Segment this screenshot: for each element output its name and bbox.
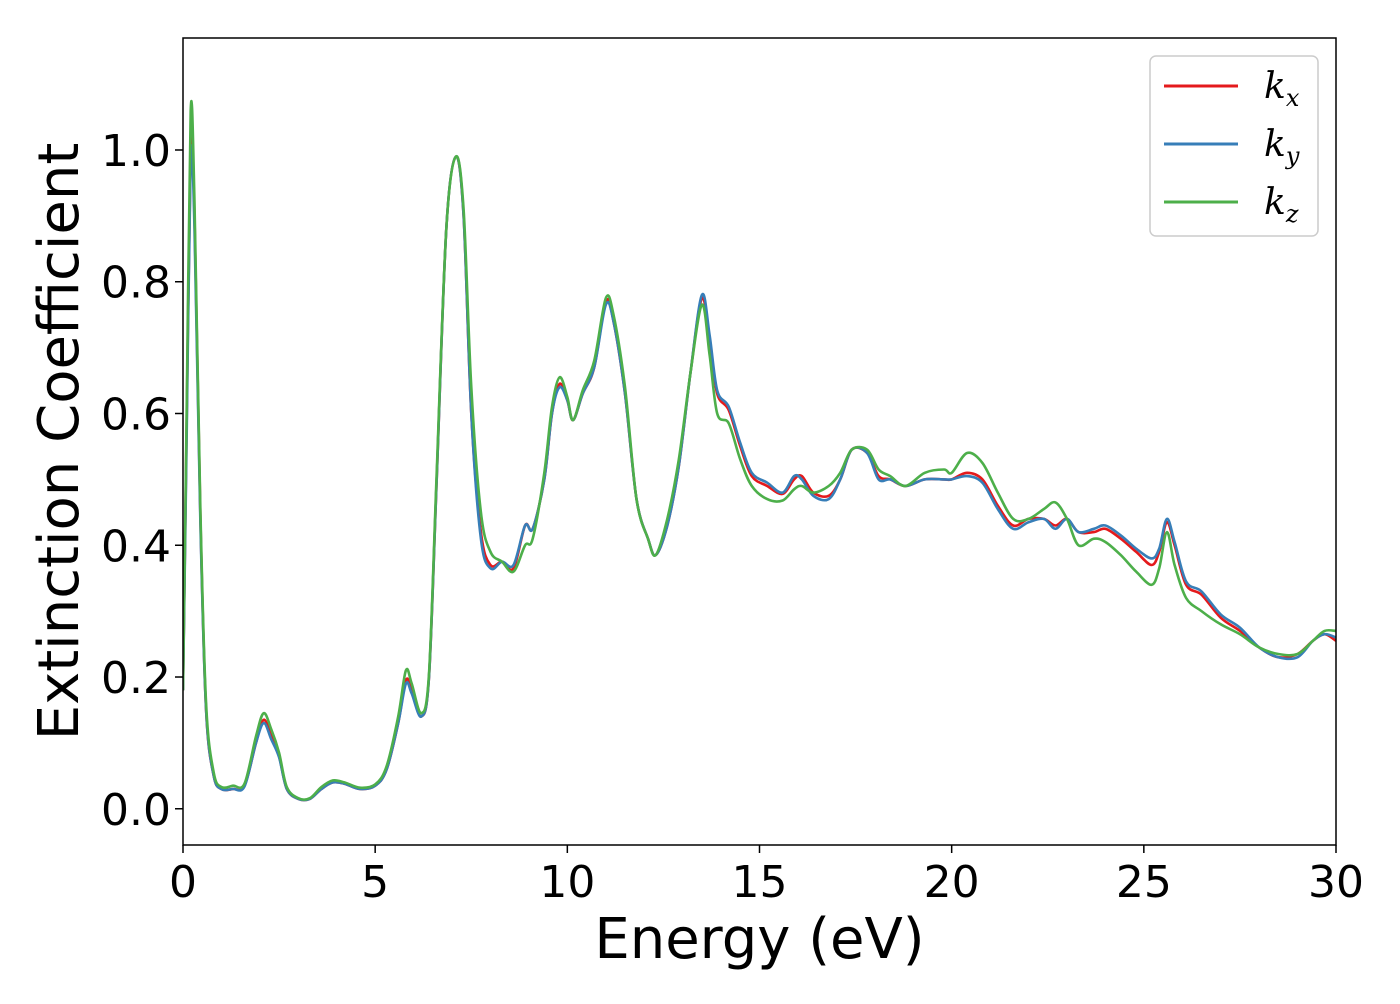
plot-lines <box>183 100 1336 802</box>
legend-label-x: kx <box>1264 66 1300 112</box>
y-tick-label: 0.0 <box>101 785 171 836</box>
legend: kx ky kz <box>1149 55 1319 237</box>
y-tick-label: 0.6 <box>101 390 171 441</box>
y-axis-ticks: 0.0 0.2 0.4 0.6 0.8 1.0 <box>101 126 183 836</box>
x-tick-label: 0 <box>169 857 197 908</box>
x-axis-ticks: 0 5 10 15 20 25 30 <box>169 845 1364 908</box>
y-axis-title: Extinction Coefficient <box>27 143 92 741</box>
series-line-z <box>183 100 1336 801</box>
x-tick-label: 25 <box>1116 857 1172 908</box>
x-tick-label: 10 <box>539 857 595 908</box>
y-tick-label: 0.2 <box>101 653 171 704</box>
legend-box <box>1149 55 1319 237</box>
x-tick-label: 20 <box>924 857 980 908</box>
series-line-y <box>183 144 1336 802</box>
x-tick-label: 5 <box>361 857 389 908</box>
x-tick-label: 15 <box>732 857 788 908</box>
y-tick-label: 0.4 <box>101 521 171 572</box>
legend-label-z: kz <box>1264 182 1299 228</box>
x-axis-title: Energy (eV) <box>594 907 924 972</box>
x-tick-label: 30 <box>1308 857 1364 908</box>
y-tick-label: 0.8 <box>101 258 171 309</box>
y-tick-label: 1.0 <box>101 126 171 177</box>
series-line-x <box>183 136 1336 802</box>
legend-label-y: ky <box>1264 124 1300 170</box>
